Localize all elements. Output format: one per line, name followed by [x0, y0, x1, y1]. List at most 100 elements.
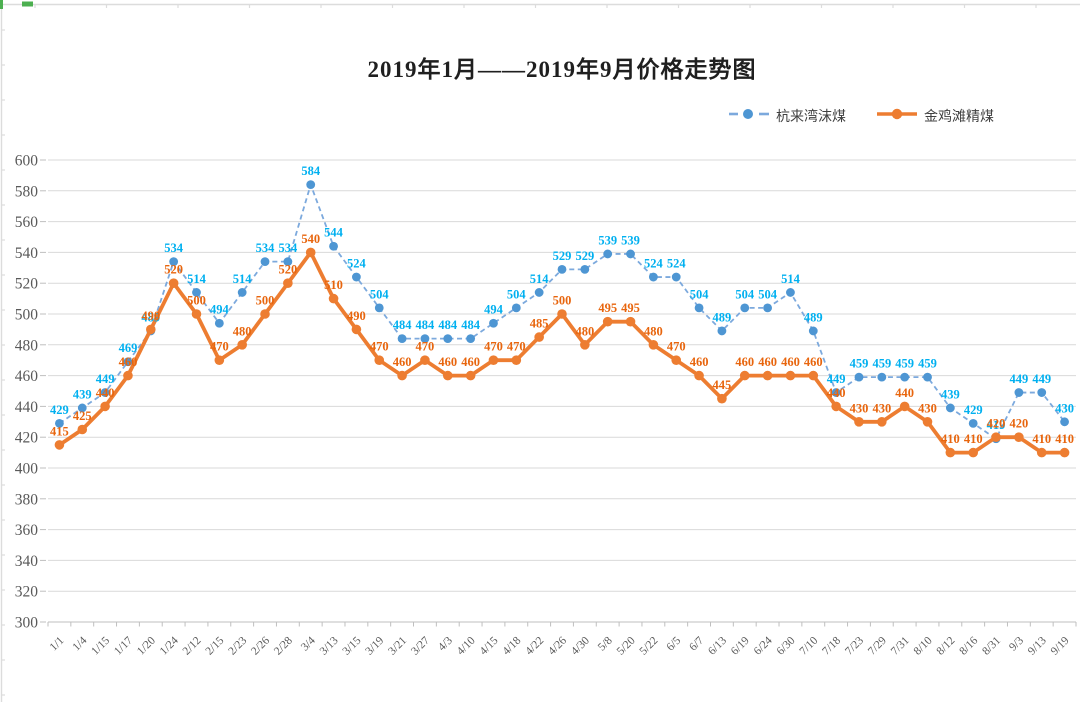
legend-dashed-line-marker-icon — [728, 107, 770, 125]
series-jinjitan-line — [54, 247, 1070, 458]
data-point-hanglaiwan — [763, 303, 772, 313]
data-point-hanglaiwan — [489, 318, 498, 328]
data-point-hanglaiwan — [557, 264, 567, 274]
svg-text:510: 510 — [324, 278, 343, 292]
legend-label-hanglaiwan: 杭来湾沫煤 — [776, 110, 846, 125]
data-point-jinjitan — [283, 278, 293, 289]
data-point-hanglaiwan — [740, 303, 750, 313]
data-point-hanglaiwan — [1037, 388, 1047, 397]
data-point-jinjitan — [214, 355, 225, 366]
svg-text:4/22: 4/22 — [523, 634, 546, 657]
svg-text:459: 459 — [918, 357, 937, 371]
svg-text:4/3: 4/3 — [436, 634, 455, 653]
svg-text:504: 504 — [370, 287, 390, 301]
data-point-hanglaiwan — [443, 334, 453, 344]
data-point-jinjitan — [922, 417, 933, 427]
data-point-jinjitan — [1036, 447, 1047, 458]
svg-text:1/4: 1/4 — [71, 634, 90, 653]
svg-text:3/21: 3/21 — [386, 634, 409, 657]
data-point-hanglaiwan — [626, 249, 635, 259]
data-point-hanglaiwan — [123, 357, 133, 367]
svg-text:514: 514 — [781, 272, 801, 286]
svg-text:4/15: 4/15 — [478, 634, 501, 657]
svg-text:449: 449 — [827, 372, 846, 386]
data-point-jinjitan — [945, 447, 956, 458]
svg-text:485: 485 — [530, 317, 549, 331]
svg-text:459: 459 — [895, 357, 914, 371]
data-point-jinjitan — [100, 401, 110, 412]
svg-text:3/19: 3/19 — [363, 634, 386, 657]
svg-text:524: 524 — [347, 257, 367, 271]
svg-text:460: 460 — [461, 355, 480, 369]
svg-text:495: 495 — [621, 301, 640, 315]
svg-text:544: 544 — [324, 226, 344, 240]
data-point-jinjitan — [374, 355, 385, 366]
svg-text:4/30: 4/30 — [569, 634, 592, 657]
svg-text:529: 529 — [553, 249, 572, 263]
svg-text:500: 500 — [187, 294, 206, 308]
svg-text:7/31: 7/31 — [889, 634, 912, 657]
data-point-hanglaiwan — [923, 372, 932, 382]
svg-text:400: 400 — [15, 461, 39, 478]
svg-text:489: 489 — [141, 310, 160, 324]
data-point-jinjitan — [351, 324, 362, 335]
data-point-jinjitan — [899, 401, 910, 412]
svg-text:470: 470 — [507, 340, 526, 354]
x-axis — [47, 621, 1077, 627]
svg-text:449: 449 — [96, 372, 115, 386]
data-point-jinjitan — [854, 417, 864, 427]
data-point-hanglaiwan — [237, 288, 247, 297]
svg-text:1/24: 1/24 — [158, 634, 181, 657]
svg-text:529: 529 — [575, 249, 594, 263]
svg-text:3/4: 3/4 — [299, 634, 318, 653]
svg-text:430: 430 — [850, 401, 869, 415]
svg-text:5/20: 5/20 — [615, 634, 638, 657]
data-point-jinjitan — [191, 309, 202, 319]
svg-text:489: 489 — [804, 310, 823, 324]
svg-text:9/13: 9/13 — [1026, 634, 1049, 657]
svg-text:524: 524 — [667, 257, 687, 271]
svg-text:7/18: 7/18 — [820, 634, 843, 657]
svg-text:2/12: 2/12 — [181, 634, 204, 657]
svg-text:560: 560 — [15, 214, 39, 231]
svg-text:494: 494 — [484, 303, 504, 317]
data-point-hanglaiwan — [671, 272, 681, 282]
svg-text:504: 504 — [758, 287, 778, 301]
data-point-hanglaiwan — [329, 241, 338, 251]
x-axis-tick-labels: 1/1 1/4 1/15 1/17 1/20 1/24 2/12 2/15 2/23 2/26 2/… — [48, 634, 1072, 657]
data-point-hanglaiwan — [55, 418, 64, 428]
svg-text:2/26: 2/26 — [249, 634, 272, 657]
svg-text:580: 580 — [15, 183, 39, 200]
data-point-jinjitan — [328, 293, 339, 304]
svg-text:439: 439 — [941, 387, 960, 401]
svg-text:520: 520 — [164, 263, 183, 277]
svg-text:6/13: 6/13 — [706, 634, 729, 657]
svg-text:6/19: 6/19 — [729, 634, 752, 657]
svg-text:460: 460 — [735, 355, 754, 369]
legend-item-hanglaiwan[interactable]: 杭来湾沫煤 — [728, 106, 846, 126]
svg-text:459: 459 — [850, 357, 869, 371]
svg-text:380: 380 — [15, 491, 39, 508]
svg-text:480: 480 — [644, 324, 663, 338]
data-point-hanglaiwan — [100, 388, 110, 397]
svg-text:500: 500 — [553, 294, 572, 308]
svg-text:514: 514 — [187, 272, 207, 286]
data-point-hanglaiwan — [1014, 388, 1024, 397]
svg-text:320: 320 — [15, 584, 39, 601]
data-point-jinjitan — [785, 370, 796, 381]
data-point-jinjitan — [1059, 447, 1070, 458]
legend-item-jinjitan[interactable]: 金鸡滩精煤 — [876, 106, 994, 126]
data-point-jinjitan — [557, 309, 567, 319]
y-axis-tick-labels: 300 320 340 360 380 400 420 440 460 480 500 520 540 5… — [15, 153, 39, 632]
svg-text:6/5: 6/5 — [664, 634, 683, 653]
data-point-hanglaiwan — [968, 418, 978, 428]
svg-text:484: 484 — [438, 318, 458, 332]
data-point-hanglaiwan — [877, 372, 887, 382]
data-point-jinjitan — [488, 355, 499, 366]
data-point-jinjitan — [54, 440, 65, 450]
svg-text:470: 470 — [210, 340, 229, 354]
svg-text:520: 520 — [15, 276, 39, 293]
svg-text:429: 429 — [50, 403, 69, 417]
